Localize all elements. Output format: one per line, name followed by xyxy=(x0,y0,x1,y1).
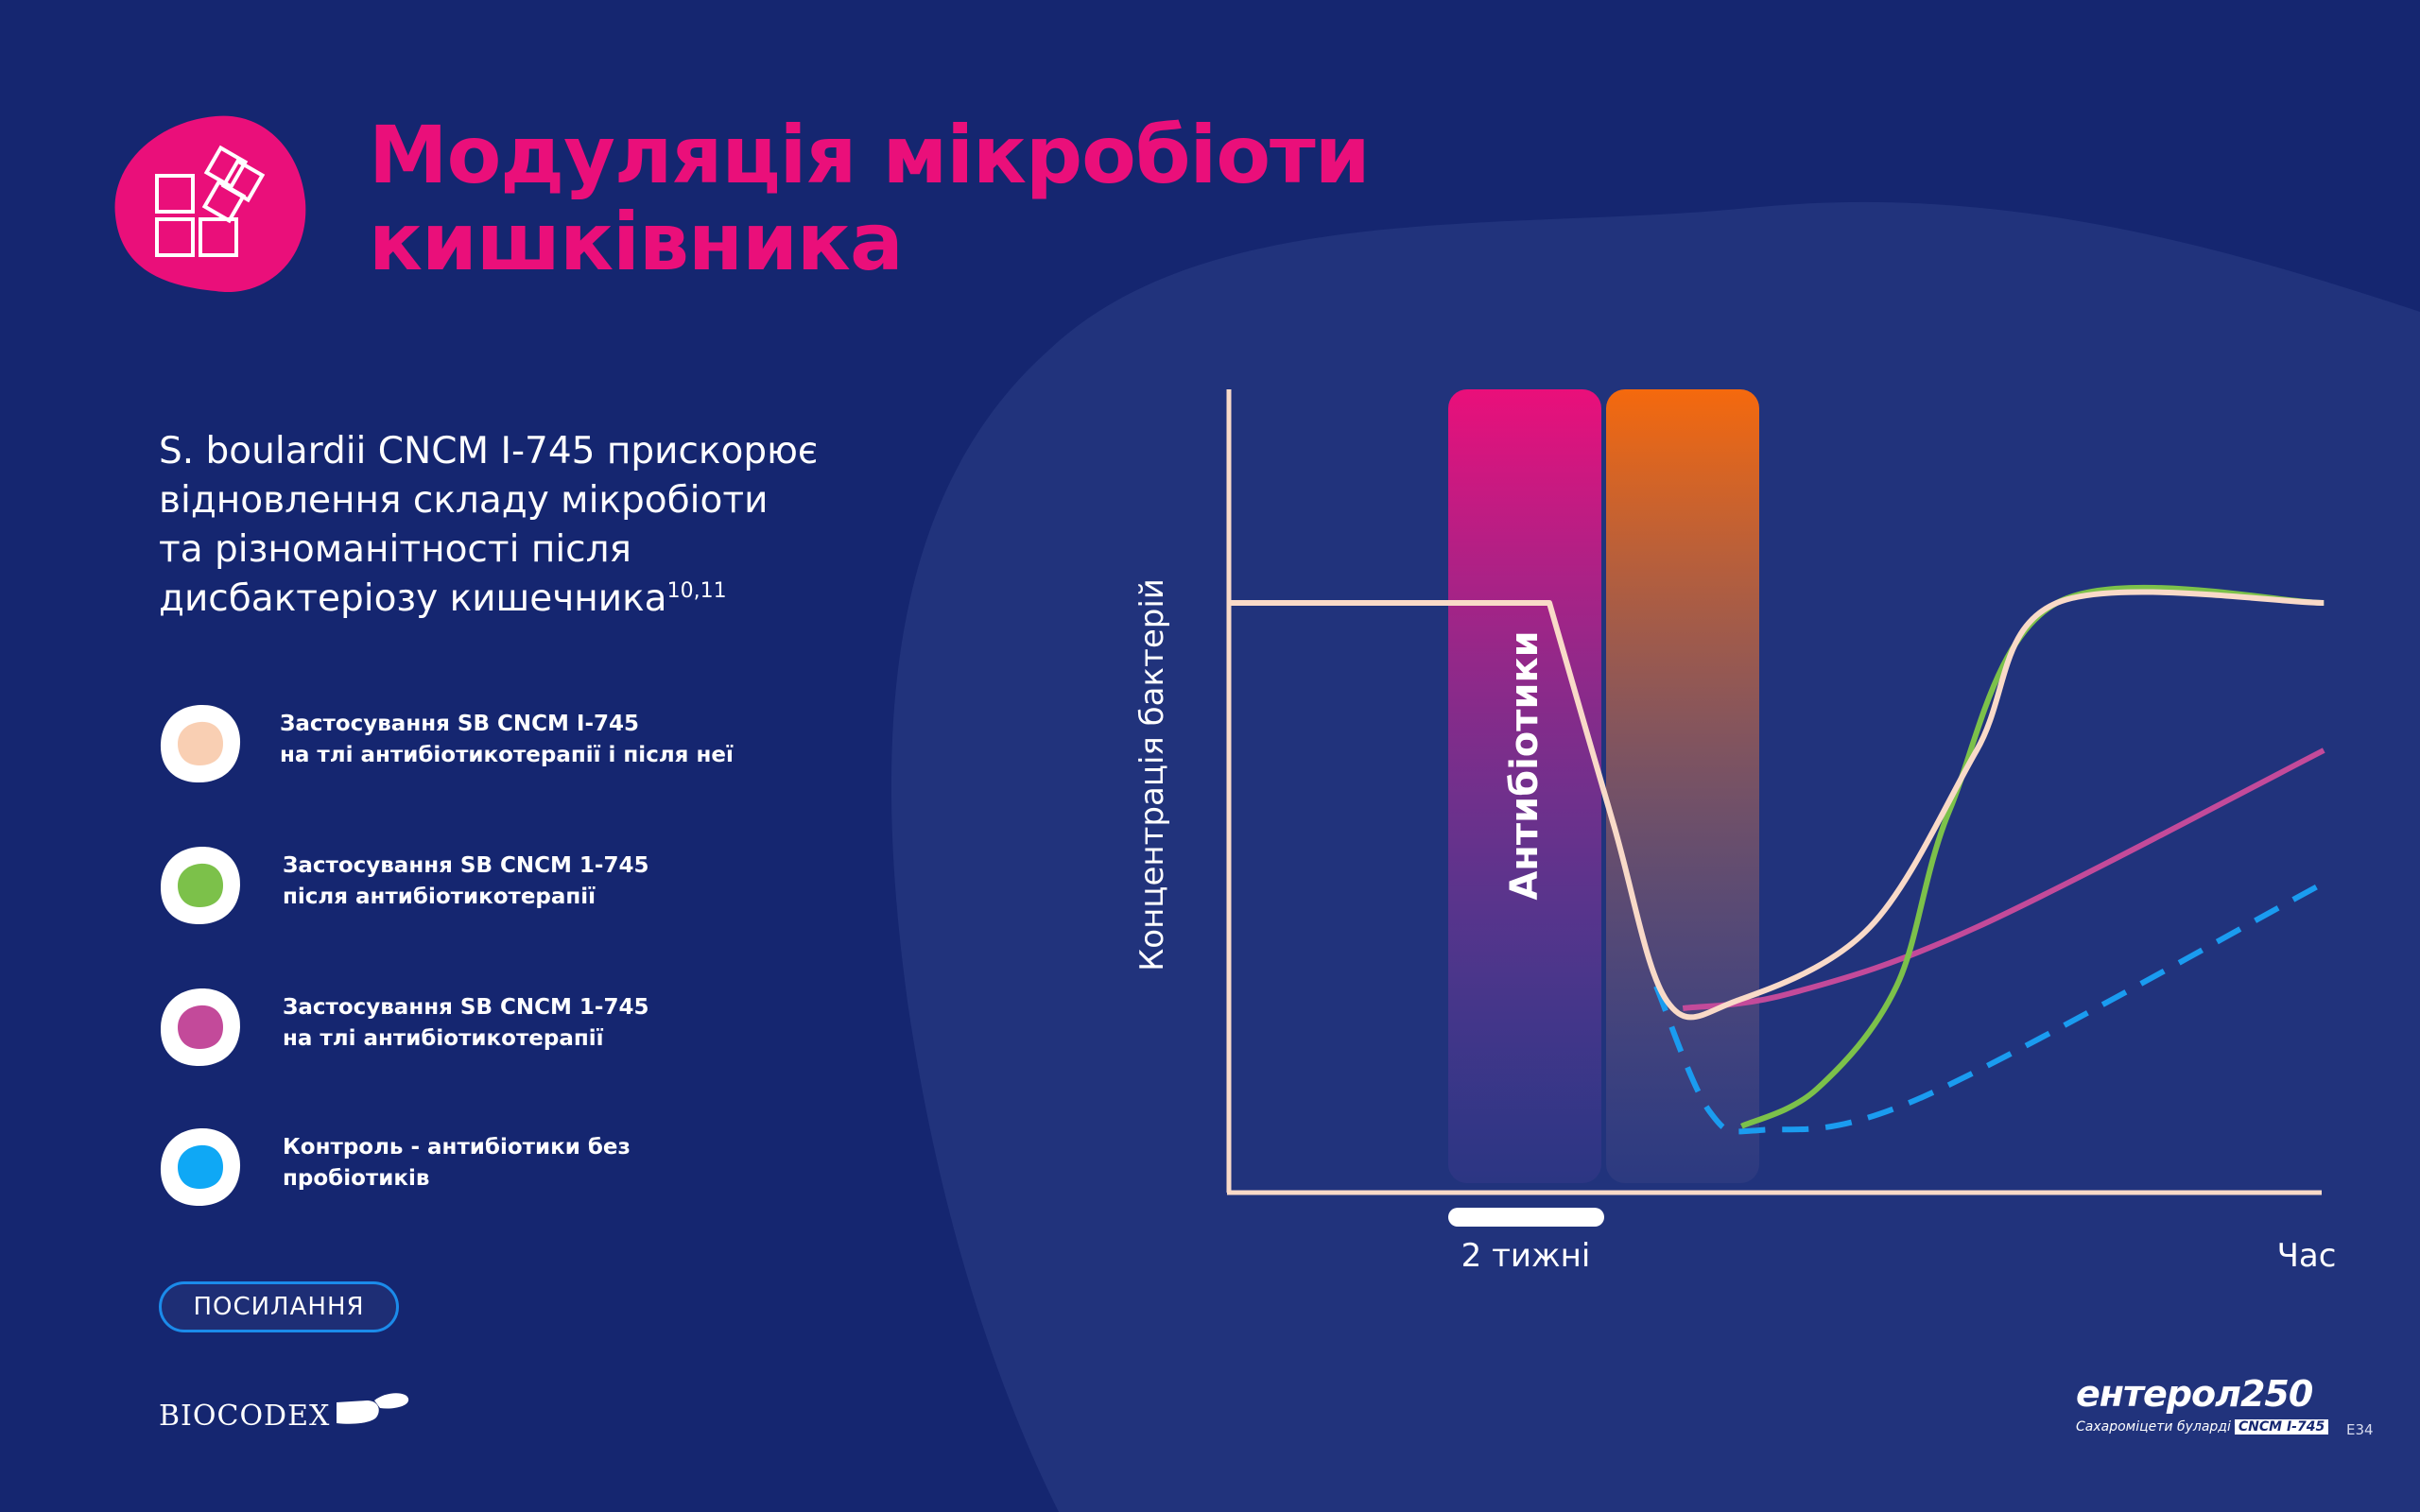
y-axis-label: Концентрація бактерій xyxy=(1133,578,1171,971)
antibiotics-band-2 xyxy=(1606,389,1759,1183)
cubes-icon xyxy=(114,115,306,293)
enterol-subtitle-text: Сахароміцети буларді xyxy=(2076,1419,2231,1435)
legend-dot-magenta xyxy=(160,988,241,1067)
biocodex-logo: BIOCODEX xyxy=(159,1393,409,1433)
references-button[interactable]: ПОСИЛАННЯ xyxy=(159,1281,399,1332)
legend-label-line-1: Контроль - антибіотики без xyxy=(283,1135,631,1160)
legend-label: Застосування SB CNCM I-745 на тлі антибі… xyxy=(280,709,734,771)
legend-label-line-1: Застосування SB CNCM I-745 xyxy=(280,712,640,736)
series-line-2 xyxy=(1740,584,2325,1129)
reference-superscript: 10,11 xyxy=(666,579,727,603)
antibiotics-band-label: Антибіотики xyxy=(1503,630,1547,900)
legend-label-line-2: на тлі антибіотикотерапії xyxy=(283,1026,604,1051)
legend-dot-green xyxy=(160,846,241,925)
series-line-1 xyxy=(1229,589,2325,1021)
x-axis-label: Час xyxy=(2277,1237,2337,1275)
legend-item: Контроль - антибіотики без пробіотиків xyxy=(157,1125,838,1210)
legend-dot-blue xyxy=(160,1127,241,1207)
enterol-logo-name: ентерол250 xyxy=(2076,1373,2313,1415)
legend-label-line-1: Застосування SB CNCM 1-745 xyxy=(283,995,649,1020)
legend-label: Застосування SB CNCM 1-745 після антибіо… xyxy=(283,850,648,913)
legend-label-line-2: на тлі антибіотикотерапії і після неї xyxy=(280,743,734,767)
legend-label: Застосування SB CNCM 1-745 на тлі антибі… xyxy=(283,992,648,1055)
intro-line-4: дисбактеріозу кишечника10,11 xyxy=(159,575,934,624)
enterol-logo: ентерол250 Сахароміцети буларді CNCM I-74… xyxy=(2076,1374,2329,1440)
legend-dot-peach xyxy=(160,704,241,783)
biocodex-logo-text: BIOCODEX xyxy=(159,1400,330,1433)
intro-line-1: S. boulardii CNCM I-745 прискорює xyxy=(159,430,819,472)
legend-item: Застосування SB CNCM I-745 на тлі антибі… xyxy=(157,701,838,786)
series-line-3 xyxy=(1682,747,2325,1011)
page-title-line-1: Модуляція мікробіоти xyxy=(369,109,1371,201)
two-weeks-marker xyxy=(1448,1208,1604,1227)
bacteria-concentration-chart: Антибіотики Концентрація бактерій Час 2 … xyxy=(1133,389,2337,1275)
enterol-logo-subtitle: Сахароміцети буларді CNCM I-745 xyxy=(2076,1419,2329,1435)
legend-label: Контроль - антибіотики без пробіотиків xyxy=(283,1132,631,1194)
enterol-strain-badge: CNCM I-745 xyxy=(2234,1419,2329,1435)
legend-label-line-2: після антибіотикотерапії xyxy=(283,885,596,909)
intro-line-4-text: дисбактеріозу кишечника xyxy=(159,577,667,620)
legend-item: Застосування SB CNCM 1-745 після антибіо… xyxy=(157,843,838,928)
page-title-line-2: кишківника xyxy=(369,196,904,288)
intro-line-2: відновлення складу мікробіоти xyxy=(159,479,769,522)
page-title: Модуляція мікробіоти кишківника xyxy=(369,109,1371,288)
intro-line-3: та різноманітності після xyxy=(159,528,631,571)
legend-item: Застосування SB CNCM 1-745 на тлі антибі… xyxy=(157,985,838,1070)
badge-blob xyxy=(114,115,306,293)
antibiotics-band-1 xyxy=(1448,389,1601,1183)
two-weeks-label: 2 тижні xyxy=(1461,1237,1591,1275)
slide-code: E34 xyxy=(2346,1421,2374,1438)
legend-label-line-2: пробіотиків xyxy=(283,1166,430,1191)
legend-label-line-1: Застосування SB CNCM 1-745 xyxy=(283,853,649,878)
series-line-4 xyxy=(1653,880,2325,1135)
intro-text: S. boulardii CNCM I-745 прискорює віднов… xyxy=(159,427,934,624)
